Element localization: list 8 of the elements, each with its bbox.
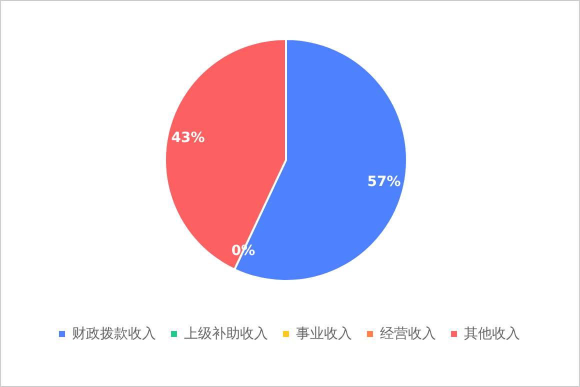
data-label: 43%	[171, 130, 205, 146]
legend-label: 财政拨款收入	[72, 326, 156, 342]
text: 0%	[231, 242, 256, 259]
legend-label: 事业收入	[296, 326, 352, 342]
legend-label: 经营收入	[380, 326, 436, 342]
data-label: 57%	[367, 174, 401, 190]
legend-label: 上级补助收入	[184, 326, 268, 342]
legend-label: 其他收入	[464, 326, 520, 342]
